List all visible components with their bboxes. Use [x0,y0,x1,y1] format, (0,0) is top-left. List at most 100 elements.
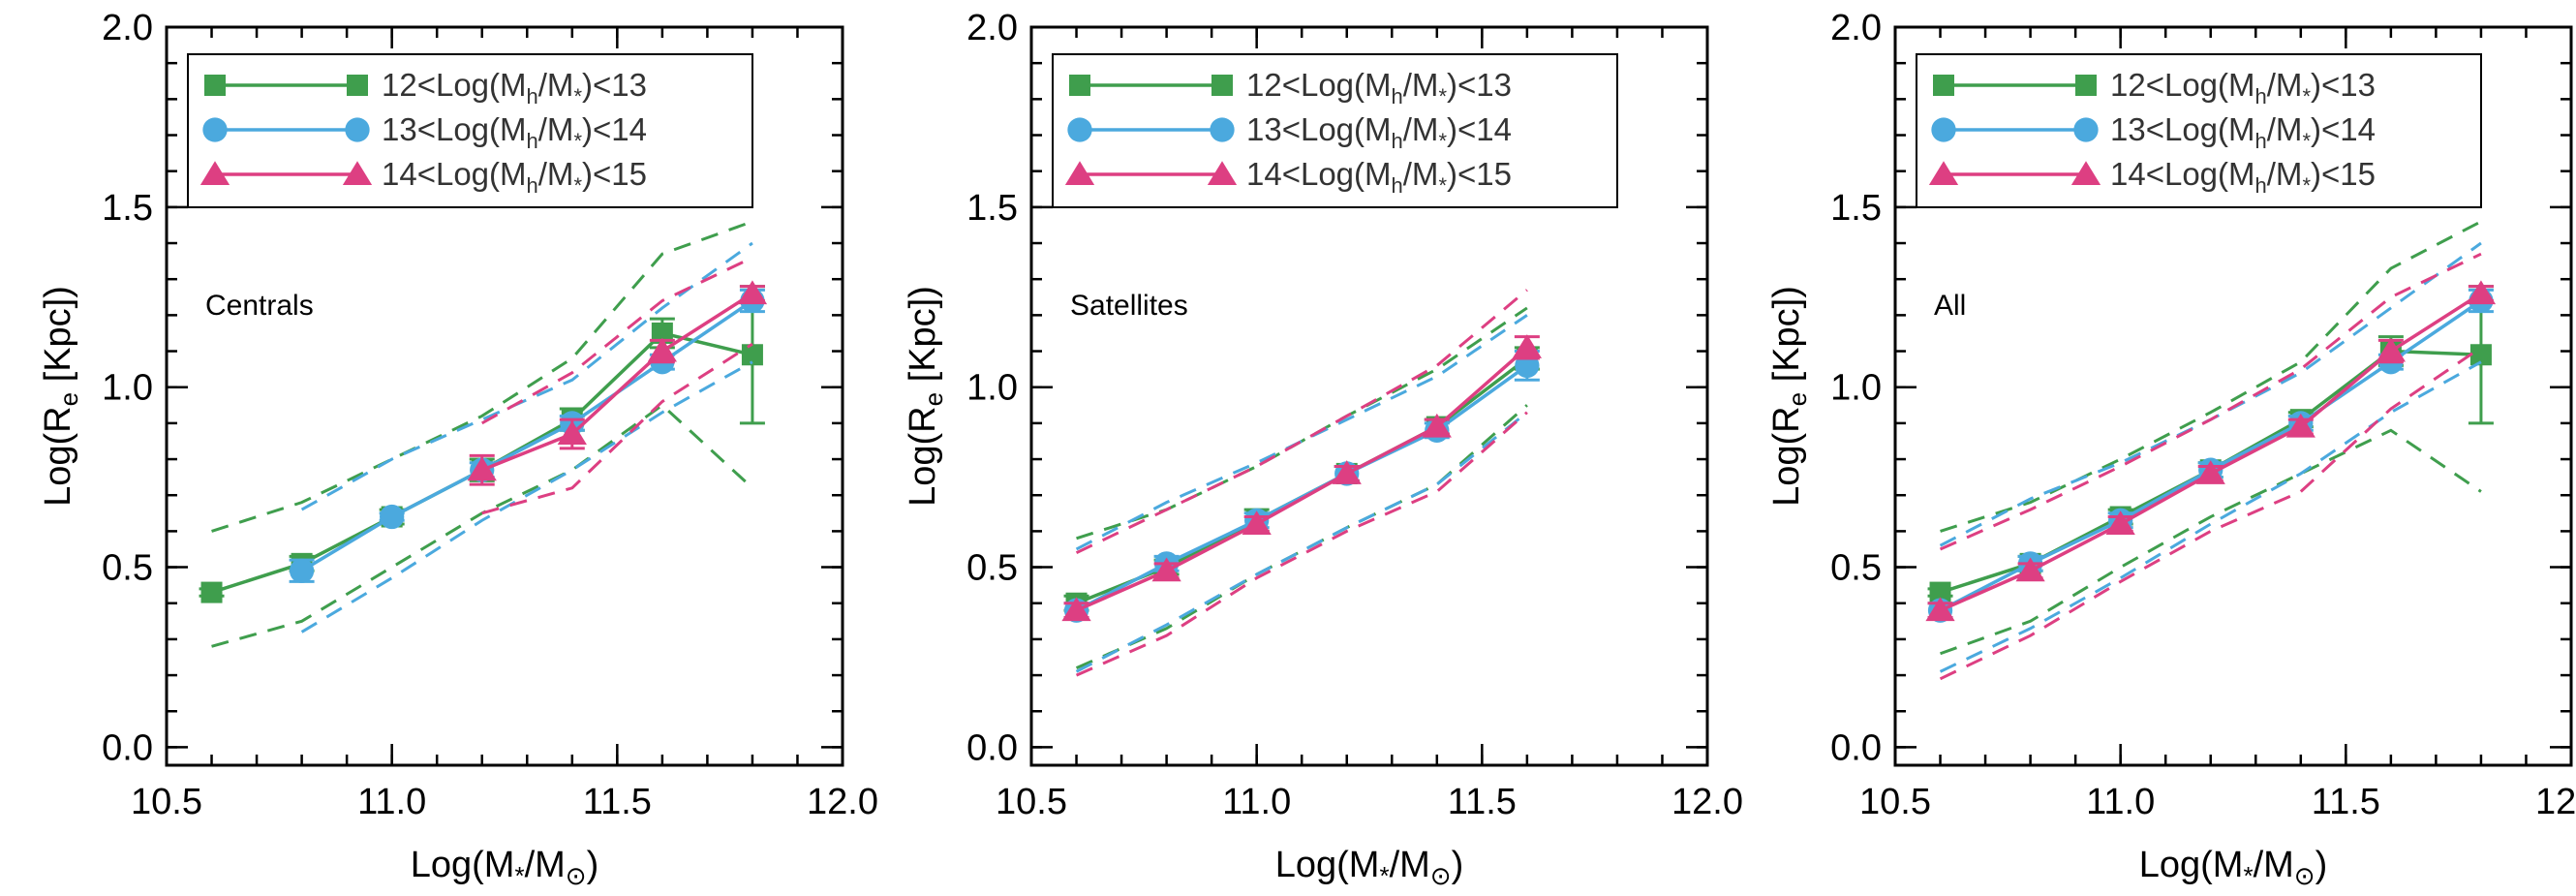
x-tick-label: 11.5 [2312,782,2380,822]
series-circle [1063,314,1540,673]
data-point [1929,581,1951,603]
legend-entry-label: 12<Log(Mh​/M*​)<13 [2110,67,2376,108]
x-tick-label: 12.0 [2535,782,2576,822]
y-tick-label: 2.0 [1830,8,1882,48]
data-point [2466,280,2497,305]
plot-frame [165,25,844,767]
series-lower-bound-line [211,403,753,648]
data-point [1512,334,1542,358]
legend-marker [1210,117,1235,142]
chart-panel-satellites: 10.5 11.0 11.5 12.0 0.0 0.5 1.0 1.5 2.0 Log(M*​/M… [903,8,1743,890]
series-upper-bound-line [1076,306,1528,541]
series-upper-bound-line [1939,241,2482,547]
legend-marker [1207,161,1238,185]
legend-marker [1928,161,1959,185]
legend-marker [342,161,373,185]
y-tick-label: 0.5 [102,548,153,589]
series-upper-bound-line [1075,289,1528,555]
legend-marker [1064,161,1095,185]
series-lower-bound-line [1940,428,2482,656]
data-point [289,558,315,583]
y-tick-label: 1.0 [1830,368,1882,409]
series-lower-bound-line [1075,411,1528,673]
legend-entry-label: 12<Log(Mh​/M*​)<13 [1246,67,1512,108]
data-point [1061,597,1091,622]
x-axis-label: Log(M*​/M⊙​) [1275,845,1464,890]
legend-marker [2070,161,2101,185]
legend-entry-label: 14<Log(Mh​/M*​)<15 [2110,156,2376,198]
y-tick-label: 0.0 [1830,727,1882,768]
series-line [1075,356,1528,605]
plot-frame [1029,25,1709,767]
y-tick-label: 1.5 [966,188,1018,229]
panel-label: All [1934,290,1966,322]
chart-panel-centrals: 10.5 11.0 11.5 12.0 0.0 0.5 1.0 1.5 2.0 Log(M*​/M… [38,8,878,890]
data-point [2376,337,2406,362]
y-tick-label: 0.0 [966,727,1018,768]
series-square [1927,220,2494,656]
legend-entry-label: 13<Log(Mh​/M*​)<14 [382,111,647,153]
data-point [1332,460,1362,484]
legend-marker [2073,117,2099,142]
y-tick-label: 0.5 [966,548,1018,589]
data-point [1151,557,1181,582]
data-point [741,344,763,366]
x-tick-label: 10.5 [131,782,202,822]
x-axis-label: Log(M*​/M⊙​) [2139,845,2328,890]
legend-marker [1069,75,1090,96]
series-square [199,220,765,648]
series-triangle [1061,289,1542,677]
legend-marker [1211,75,1233,96]
y-tick-label: 0.0 [102,727,153,768]
panel-label: Satellites [1070,290,1188,322]
legend-entry-label: 14<Log(Mh​/M*​)<15 [1246,156,1512,198]
series-circle [289,241,765,633]
legend: 12<Log(Mh​/M*​)<1313<Log(Mh​/M*​)<1414<L… [1916,53,2482,208]
legend-entry-label: 12<Log(Mh​/M*​)<13 [382,67,647,108]
data-point [1925,597,1955,622]
legend-marker [1933,75,1954,96]
x-axis-label: Log(M*​/M⊙​) [411,845,599,890]
legend-entry-label: 14<Log(Mh​/M*​)<15 [382,156,647,198]
series-lower-bound-line [300,360,753,633]
legend-marker [204,75,226,96]
x-tick-label: 10.5 [1859,782,1931,822]
y-axis-label: Log(Re​ [Kpc]) [1766,286,1812,507]
x-tick-label: 11.0 [1222,782,1291,822]
series-upper-bound-line [1075,314,1528,551]
data-point [737,280,768,305]
series-upper-bound-line [481,256,753,425]
y-axis-label: Log(Re​ [Kpc]) [38,286,83,507]
legend-marker [347,75,368,96]
series-upper-bound-line [1939,252,2482,551]
series-lower-bound-line [1939,346,2482,681]
data-point [467,456,497,481]
legend-entry-label: 13<Log(Mh​/M*​)<14 [1246,111,1512,153]
legend-entry-label: 13<Log(Mh​/M*​)<14 [2110,111,2376,153]
legend-marker [1931,117,1956,142]
data-point [557,420,587,446]
series-line [1075,346,1529,612]
y-tick-label: 2.0 [966,8,1018,48]
data-point [380,504,405,530]
legend-marker [1067,117,1092,142]
chart-panel-all: 10.5 11.0 11.5 12.0 0.0 0.5 1.0 1.5 2.0 Log(M*​/M… [1766,8,2576,890]
series-upper-bound-line [211,220,753,533]
series-line [481,292,753,472]
data-point [1242,510,1272,535]
series-triangle [1925,252,2497,681]
x-tick-label: 12.0 [807,782,878,822]
y-axis-label: Log(Re​ [Kpc]) [903,286,948,507]
data-point [2015,557,2045,582]
series-circle [1927,241,2494,673]
series-square [1063,306,1540,670]
data-point [1422,413,1452,438]
series-lower-bound-line [1075,404,1528,670]
plot-frame [1893,25,2573,767]
y-tick-label: 0.5 [1830,548,1882,589]
series-upper-bound-line [300,241,753,511]
x-tick-label: 11.5 [1448,782,1517,822]
legend: 12<Log(Mh​/M*​)<1313<Log(Mh​/M*​)<1414<L… [187,53,753,208]
series-upper-bound-line [1940,220,2482,533]
x-tick-label: 11.0 [2086,782,2155,822]
